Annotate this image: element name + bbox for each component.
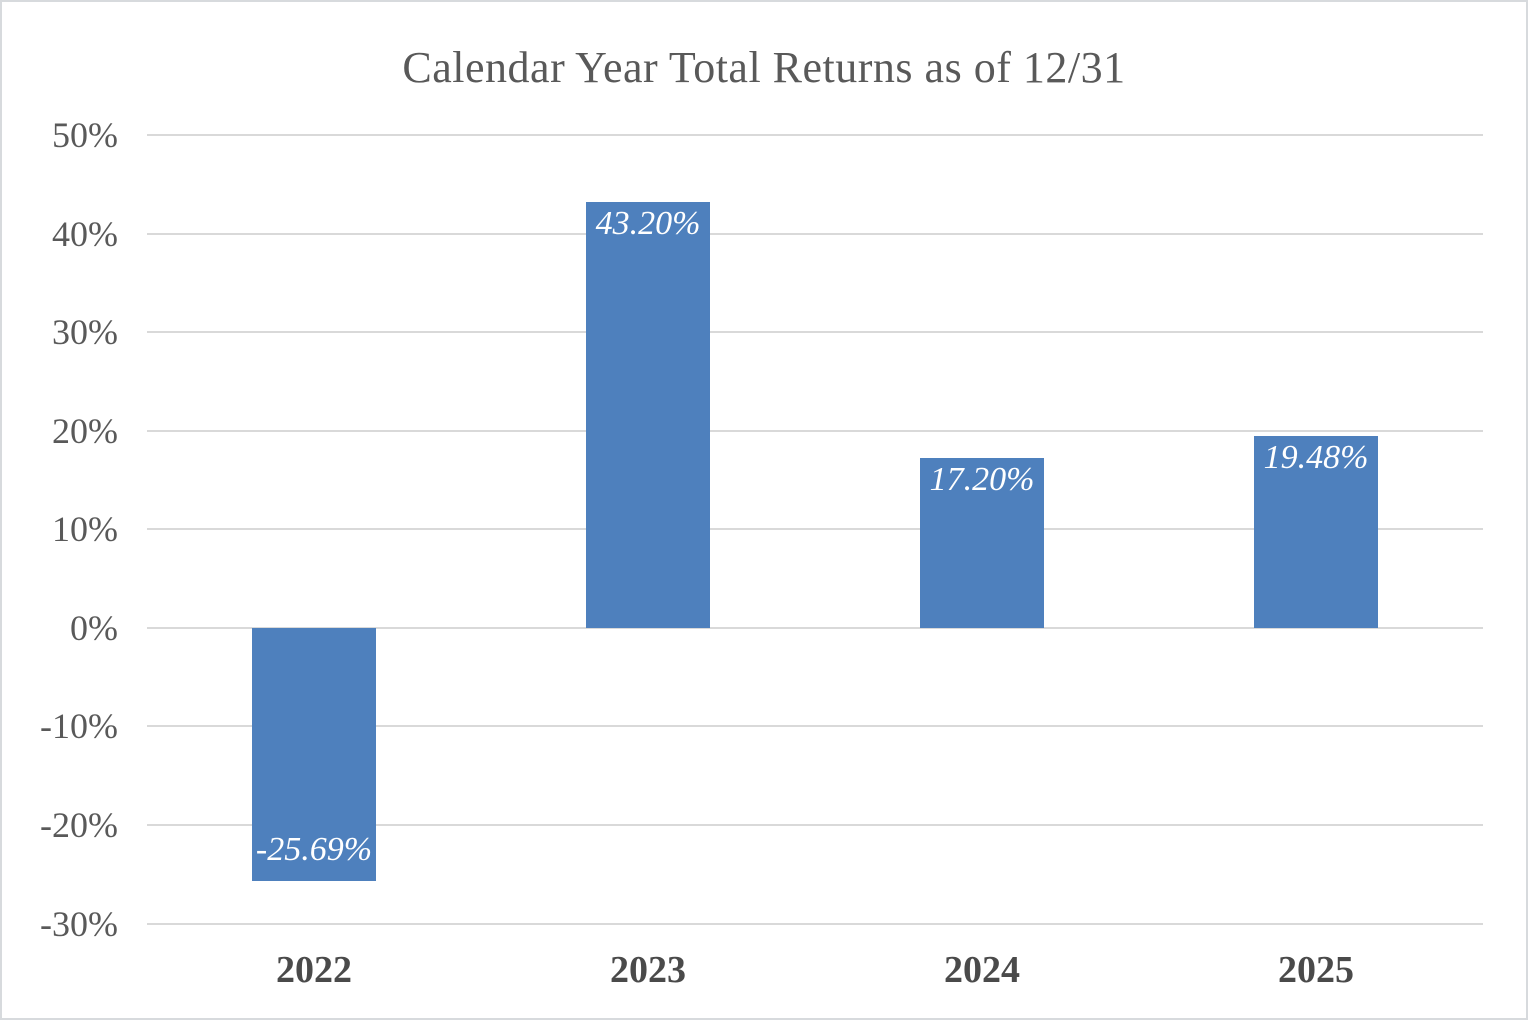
bar-2022: -25.69% — [252, 627, 376, 882]
gridline — [147, 134, 1483, 136]
data-label: 17.20% — [929, 461, 1035, 499]
bar-2024: 17.20% — [920, 458, 1044, 628]
x-axis-label: 2024 — [944, 949, 1020, 991]
y-axis-tick-label: 20% — [52, 410, 118, 451]
y-axis-tick-label: 50% — [52, 115, 118, 155]
data-label: 43.20% — [595, 205, 701, 243]
gridline — [147, 232, 1483, 235]
y-axis-tick-label: 40% — [52, 213, 118, 254]
x-axis-label: 2025 — [1278, 949, 1354, 991]
y-axis-tick-label: -10% — [40, 706, 118, 747]
x-axis-label: 2023 — [610, 949, 686, 991]
gridline — [147, 429, 1483, 432]
bar-2023: 43.20% — [586, 202, 710, 628]
y-axis-tick-label: -20% — [40, 804, 118, 845]
chart-title: Calendar Year Total Returns as of 12/31 — [402, 43, 1126, 92]
y-axis-tick-label: 10% — [52, 509, 118, 550]
y-axis-tick-label: -30% — [40, 903, 118, 944]
data-label: -25.69% — [255, 831, 373, 869]
gridline — [147, 626, 1483, 629]
bar-2025: 19.48% — [1254, 435, 1378, 628]
data-label: 19.48% — [1263, 438, 1369, 476]
gridline — [147, 922, 1483, 925]
gridline — [147, 528, 1483, 531]
gridline — [147, 331, 1483, 334]
gridline — [147, 725, 1483, 728]
gridline — [147, 823, 1483, 826]
y-axis-tick-label: 0% — [70, 607, 118, 648]
y-axis-tick-label: 30% — [52, 312, 118, 353]
x-axis-label: 2022 — [276, 949, 352, 991]
